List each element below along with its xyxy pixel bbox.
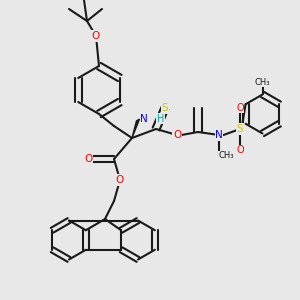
Text: O: O <box>84 154 93 164</box>
Text: O: O <box>92 31 100 41</box>
Text: N: N <box>215 130 223 140</box>
Text: CH₃: CH₃ <box>219 152 234 160</box>
Text: S: S <box>237 124 243 134</box>
Text: O: O <box>236 145 244 155</box>
Text: S: S <box>162 103 168 113</box>
Text: O: O <box>173 130 181 140</box>
Text: O: O <box>116 175 124 185</box>
Text: O: O <box>236 103 244 113</box>
Polygon shape <box>132 119 140 138</box>
Text: N: N <box>140 113 148 124</box>
Text: CH₃: CH₃ <box>255 78 270 87</box>
Text: H: H <box>157 113 164 124</box>
